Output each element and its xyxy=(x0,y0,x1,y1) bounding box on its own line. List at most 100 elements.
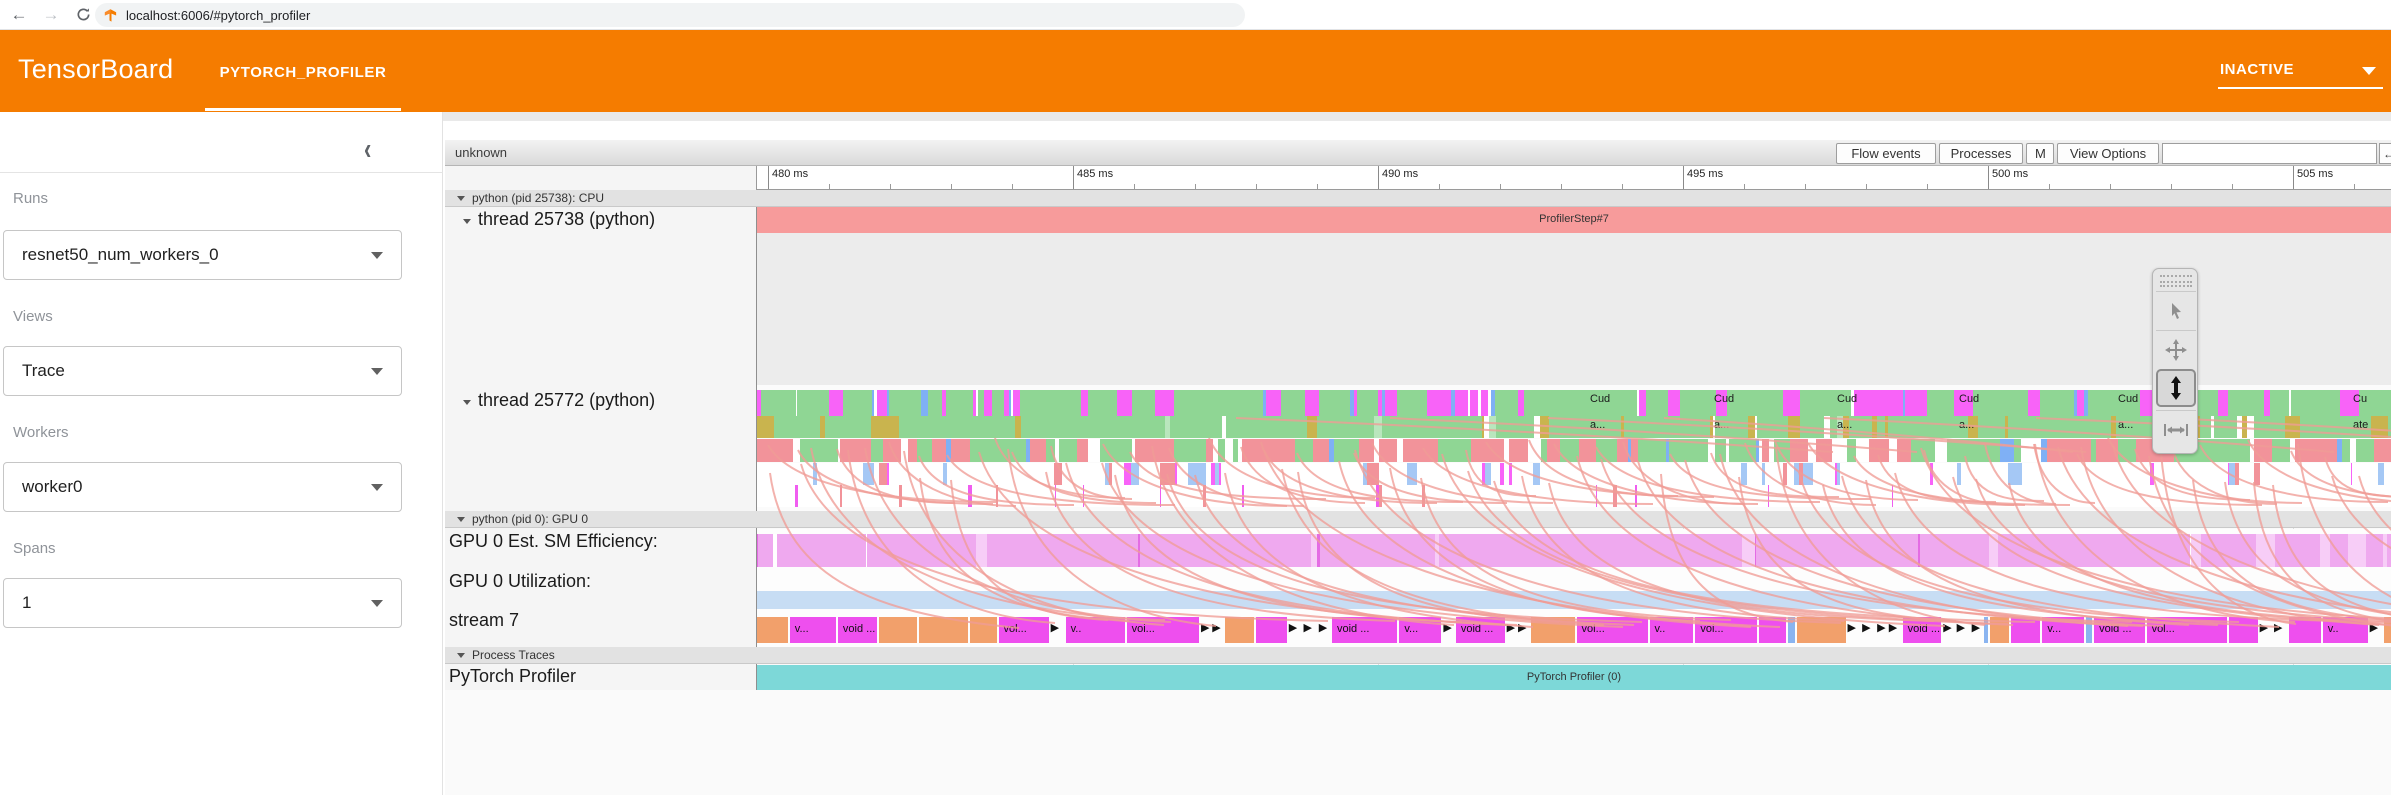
runs-value: resnet50_num_workers_0 xyxy=(22,245,219,264)
kernel-marker-icon: ▶ xyxy=(1506,622,1516,634)
app-title: TensorBoard xyxy=(18,54,174,84)
collapse-triangle-icon xyxy=(457,196,465,201)
browser-chrome: ← → localhost:6006/#pytorch_profiler xyxy=(0,0,2391,30)
timeline-ruler[interactable]: 480 ms 485 ms 490 ms 495 ms 500 ms 505 ms xyxy=(445,166,2391,190)
browser-back-icon[interactable]: ← xyxy=(10,5,28,24)
views-label: Views xyxy=(13,308,53,325)
runs-select[interactable]: resnet50_num_workers_0 xyxy=(3,230,402,280)
panel-collapse-arrow-button[interactable]: ← xyxy=(2379,143,2391,164)
processes-button[interactable]: Processes xyxy=(1939,143,2023,164)
browser-reload-icon[interactable] xyxy=(72,4,94,26)
kernel-label: v.. xyxy=(2327,623,2339,635)
kernel-marker-icon: ▶ xyxy=(2369,622,2379,634)
flow-event-arcs xyxy=(767,417,2391,629)
browser-forward-icon[interactable]: → xyxy=(42,5,60,24)
kernel-marker-icon: ▶ xyxy=(1888,622,1898,634)
kernel-label: v.. xyxy=(1654,623,1666,635)
ruler-tick-label: 485 ms xyxy=(1077,168,1114,180)
thread-25772-track-1[interactable] xyxy=(757,390,2391,416)
chevron-down-icon xyxy=(371,484,383,491)
kernel-label: voi... xyxy=(1700,623,1724,635)
workers-select[interactable]: worker0 xyxy=(3,462,402,512)
kernel-marker-icon: ▶ xyxy=(1956,622,1966,634)
kernel-label: v.. xyxy=(1070,623,1082,635)
kernel-marker-icon: ▶ xyxy=(1862,622,1871,634)
view-options-button[interactable]: View Options xyxy=(2057,143,2159,164)
zoom-vertical-tool-icon[interactable] xyxy=(2156,369,2196,407)
profiler-step-label: ProfilerStep#7 xyxy=(1539,213,1609,225)
pytorch-profiler-bar[interactable]: PyTorch Profiler (0) xyxy=(757,665,2391,690)
kernel-marker-icon: ▶ xyxy=(1303,622,1312,634)
thread-25772-row-label[interactable]: thread 25772 (python) xyxy=(463,390,655,411)
sidebar-collapse-icon[interactable]: ‹ xyxy=(364,130,372,166)
kernel-label: vol... xyxy=(1003,623,1027,635)
collapse-triangle-icon xyxy=(463,219,471,224)
sidebar-divider xyxy=(0,172,443,173)
kernel-marker-icon: ▶ xyxy=(2259,622,2269,634)
ruler-gutter xyxy=(445,166,757,190)
profiler-step-bar[interactable]: ProfilerStep#7 xyxy=(757,207,2391,233)
trace-search-input[interactable] xyxy=(2162,143,2377,164)
kernel-label: voi... xyxy=(1131,623,1155,635)
metadata-button[interactable]: M xyxy=(2026,143,2054,164)
tensorboard-favicon xyxy=(104,8,117,22)
ruler-tick-label: 490 ms xyxy=(1382,168,1419,180)
cuda-event-label: Cud xyxy=(1959,393,1980,405)
empty-track-area xyxy=(445,691,2391,795)
cuda-event-label: Cud xyxy=(2118,393,2139,405)
chevron-down-icon[interactable] xyxy=(2362,67,2376,75)
gpu-utilization-label: GPU 0 Utilization: xyxy=(449,571,592,591)
spans-select[interactable]: 1 xyxy=(3,578,402,628)
ruler-tick-label: 505 ms xyxy=(2297,168,2334,180)
kernel-marker-icon: ▶ xyxy=(1443,622,1452,634)
kernel-marker-icon: ▶ xyxy=(1288,622,1298,634)
pan-tool-icon[interactable] xyxy=(2156,330,2196,368)
cuda-event-label: Cud xyxy=(1837,393,1858,405)
flow-events-button[interactable]: Flow events xyxy=(1836,143,1936,164)
kernel-marker-icon: ▶ xyxy=(1050,622,1060,634)
collapse-triangle-icon xyxy=(457,653,465,658)
trace-title: unknown xyxy=(455,145,508,160)
tab-pytorch-profiler[interactable]: PYTORCH_PROFILER xyxy=(219,64,387,81)
track-area: python (pid 25738): CPU thread 25738 (py… xyxy=(445,190,2391,795)
kernel-marker-icon: ▶ xyxy=(2273,622,2283,634)
kernel-marker-icon: ▶ xyxy=(1200,622,1210,634)
views-select[interactable]: Trace xyxy=(3,346,402,396)
ruler-tick-label: 495 ms xyxy=(1687,168,1724,180)
workers-label: Workers xyxy=(13,424,69,441)
kernel-marker-icon: ▶ xyxy=(1212,622,1221,634)
section-header-cpu[interactable]: python (pid 25738): CPU xyxy=(445,190,2391,207)
chevron-down-icon xyxy=(371,368,383,375)
kernel-marker-icon: ▶ xyxy=(1971,622,1981,634)
spans-label: Spans xyxy=(13,540,56,557)
kernel-label: v... xyxy=(2047,623,2062,635)
kernel-label: v... xyxy=(794,623,809,635)
palette-drag-handle[interactable] xyxy=(2160,275,2192,287)
selection-tool-icon[interactable] xyxy=(2156,291,2196,329)
stream-7-label: stream 7 xyxy=(449,610,520,630)
cuda-event-label: Cud xyxy=(1714,393,1735,405)
thread-25738-row-label[interactable]: thread 25738 (python) xyxy=(463,209,655,230)
thread-25738-canvas[interactable] xyxy=(757,207,2391,385)
trace-tool-palette xyxy=(2152,268,2198,454)
cuda-event-label: Cud xyxy=(1590,393,1611,405)
kernel-marker-icon: ▶ xyxy=(1847,622,1857,634)
spans-value: 1 xyxy=(22,593,32,612)
chevron-down-icon xyxy=(371,252,383,259)
zoom-horizontal-tool-icon[interactable] xyxy=(2156,410,2196,448)
runs-label: Runs xyxy=(13,190,49,207)
pytorch-profiler-row-label: PyTorch Profiler xyxy=(449,666,577,686)
cuda-event-label: Cu xyxy=(2353,393,2368,405)
url-bar[interactable]: localhost:6006/#pytorch_profiler xyxy=(95,3,1245,27)
content-top-strip xyxy=(443,112,2391,121)
section-header-process-traces[interactable]: Process Traces xyxy=(445,647,2391,664)
ruler-tick-label: 480 ms xyxy=(772,168,809,180)
collapse-triangle-icon xyxy=(463,400,471,405)
kernel-marker-icon: ▶ xyxy=(1877,622,1886,634)
views-value: Trace xyxy=(22,361,65,380)
kernel-label: v... xyxy=(1404,623,1419,635)
status-dropdown[interactable]: INACTIVE xyxy=(2220,61,2295,78)
active-tab-indicator xyxy=(205,108,401,111)
kernel-label: void ... xyxy=(1336,623,1370,635)
kernel-label: void ... xyxy=(842,623,876,635)
